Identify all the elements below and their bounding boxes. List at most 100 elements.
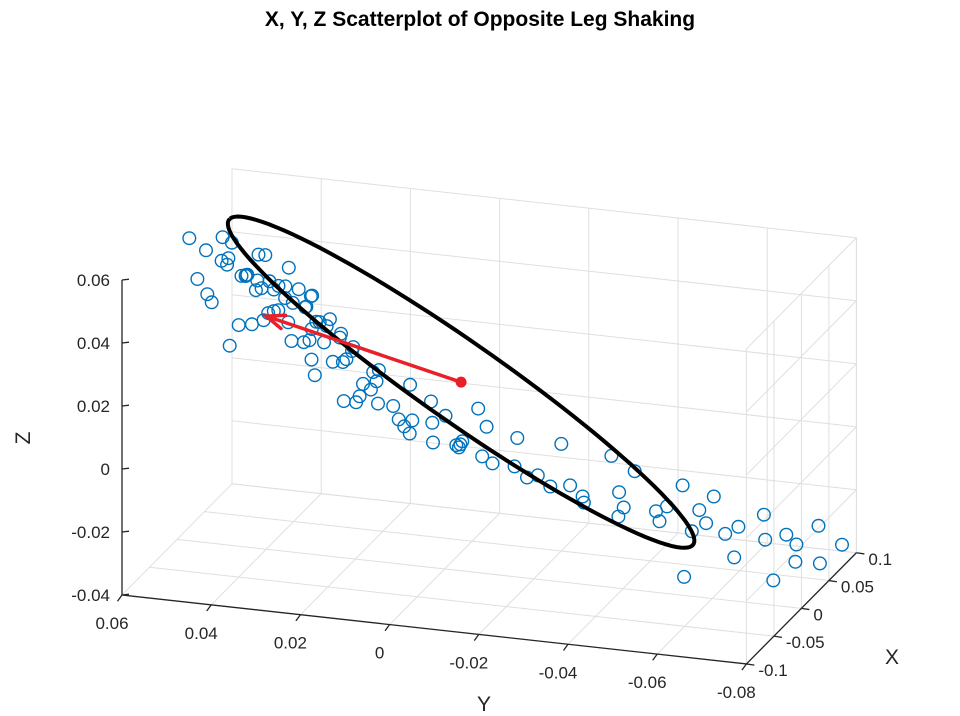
data-point: [616, 500, 631, 515]
y-tick-label: 0: [375, 644, 384, 663]
grid-line: [231, 483, 857, 554]
data-point: [402, 426, 417, 441]
data-point: [182, 231, 197, 246]
grid-line: [300, 503, 411, 616]
data-point: [756, 507, 771, 522]
data-point: [281, 260, 296, 275]
data-point: [335, 355, 350, 370]
data-point: [248, 283, 263, 298]
grid-line: [231, 168, 857, 239]
y-tick-label: 0.06: [95, 614, 128, 633]
data-point: [699, 516, 714, 531]
y-tick-label: -0.08: [717, 683, 756, 702]
z-tick: [121, 530, 130, 533]
z-tick: [121, 404, 130, 407]
data-point: [779, 527, 794, 542]
data-point: [371, 363, 386, 378]
data-point: [215, 230, 230, 245]
data-point: [403, 377, 418, 392]
grid-line: [231, 420, 857, 491]
data-point: [475, 449, 490, 464]
data-point: [507, 459, 522, 474]
data-point: [190, 272, 205, 287]
z-tick-label: -0.02: [71, 523, 110, 542]
data-point: [758, 532, 773, 547]
x-axis-label: X: [885, 646, 899, 669]
data-point: [727, 550, 742, 565]
z-tick-label: 0.04: [77, 334, 110, 353]
data-point: [812, 556, 827, 571]
data-point: [426, 435, 441, 450]
data-point: [307, 368, 322, 383]
data-point: [222, 338, 237, 353]
data-points: [182, 230, 850, 588]
data-point: [652, 514, 667, 529]
data-point: [234, 268, 249, 283]
y-tick: [741, 663, 747, 671]
data-point: [789, 537, 804, 552]
y-tick-label: 0.02: [274, 634, 307, 653]
x-tick: [856, 552, 865, 555]
data-point: [198, 243, 213, 258]
z-tick: [121, 341, 130, 344]
z-tick-label: 0.06: [77, 271, 110, 290]
grid-line: [231, 231, 857, 302]
data-point: [322, 312, 337, 327]
data-point: [575, 489, 590, 504]
data-point: [397, 419, 412, 434]
data-point: [221, 251, 236, 266]
ellipse-annotation: [225, 214, 697, 550]
y-tick-label: 0.04: [185, 624, 218, 643]
grid-layer: [121, 168, 857, 665]
z-tick-label: 0.02: [77, 397, 110, 416]
grid-line: [204, 511, 829, 582]
grid-line: [567, 532, 679, 645]
grid-line: [231, 294, 857, 365]
data-point: [425, 415, 440, 430]
z-tick-label: -0.04: [71, 586, 110, 605]
x-tick-label: 0.1: [868, 550, 892, 569]
x-tick: [773, 635, 782, 638]
y-axis-label: Y: [477, 693, 491, 716]
arrow-shaft: [265, 314, 462, 384]
grid-line: [478, 522, 590, 635]
data-point: [451, 440, 466, 455]
data-point: [302, 333, 317, 348]
x-tick: [746, 663, 755, 666]
x-tick-label: 0: [813, 605, 822, 624]
data-point: [449, 438, 464, 453]
data-point: [284, 334, 299, 349]
y-tick: [116, 594, 123, 602]
data-point: [200, 287, 215, 302]
axes-layer: [116, 278, 865, 671]
data-point: [271, 278, 286, 293]
y-tick-label: -0.04: [539, 663, 578, 682]
data-point: [305, 288, 320, 303]
y-tick-label: -0.06: [628, 673, 667, 692]
data-point: [835, 537, 850, 552]
grid-line: [389, 512, 500, 625]
data-point: [612, 485, 627, 500]
data-point: [285, 295, 300, 310]
grid-line: [176, 538, 802, 609]
data-point: [251, 247, 266, 262]
data-point: [677, 569, 692, 584]
data-point: [371, 396, 386, 411]
x-tick: [801, 607, 810, 611]
arrow-head: [261, 313, 288, 331]
data-point: [244, 317, 259, 332]
grid-line: [210, 493, 322, 606]
data-point: [336, 394, 351, 409]
data-point: [258, 248, 273, 263]
data-point: [391, 412, 406, 427]
y-tick: [295, 614, 301, 622]
y-tick-label: -0.02: [449, 653, 488, 672]
data-point: [304, 352, 319, 367]
data-point: [204, 295, 219, 310]
data-point: [675, 478, 690, 493]
x-tick: [828, 579, 837, 583]
data-point: [325, 354, 340, 369]
data-point: [238, 268, 253, 283]
data-point: [262, 274, 277, 289]
